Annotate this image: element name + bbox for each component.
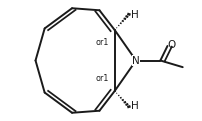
Text: H: H [130,10,138,20]
Text: N: N [132,56,139,65]
Text: H: H [130,101,138,111]
Text: or1: or1 [95,74,109,83]
Text: or1: or1 [95,38,109,47]
Text: O: O [167,40,175,49]
